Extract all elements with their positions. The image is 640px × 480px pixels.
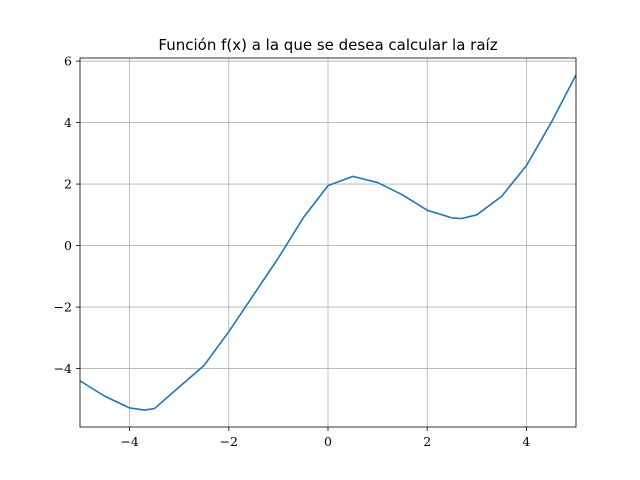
plot-layer: [79, 74, 577, 411]
x-tick-label: −2: [220, 434, 238, 449]
x-tick-label: 4: [522, 434, 530, 449]
y-tick-label: −2: [54, 300, 72, 315]
chart-title: Función f(x) a la que se desea calcular …: [158, 36, 497, 54]
y-tick-label: 4: [64, 115, 72, 130]
series-line-0: [79, 74, 577, 411]
x-tick-label: 0: [324, 434, 332, 449]
grid-layer: [80, 58, 576, 427]
x-tick-label: 2: [423, 434, 431, 449]
y-tick-label: 0: [64, 238, 72, 253]
axes-layer: −4 −2 0 2 4 −4 −2 0 2 4 6: [54, 54, 577, 449]
y-tick-label: 2: [64, 177, 72, 192]
x-tick-label: −4: [120, 434, 138, 449]
y-tick-label: −4: [54, 361, 72, 376]
y-tick-label: 6: [64, 54, 72, 69]
